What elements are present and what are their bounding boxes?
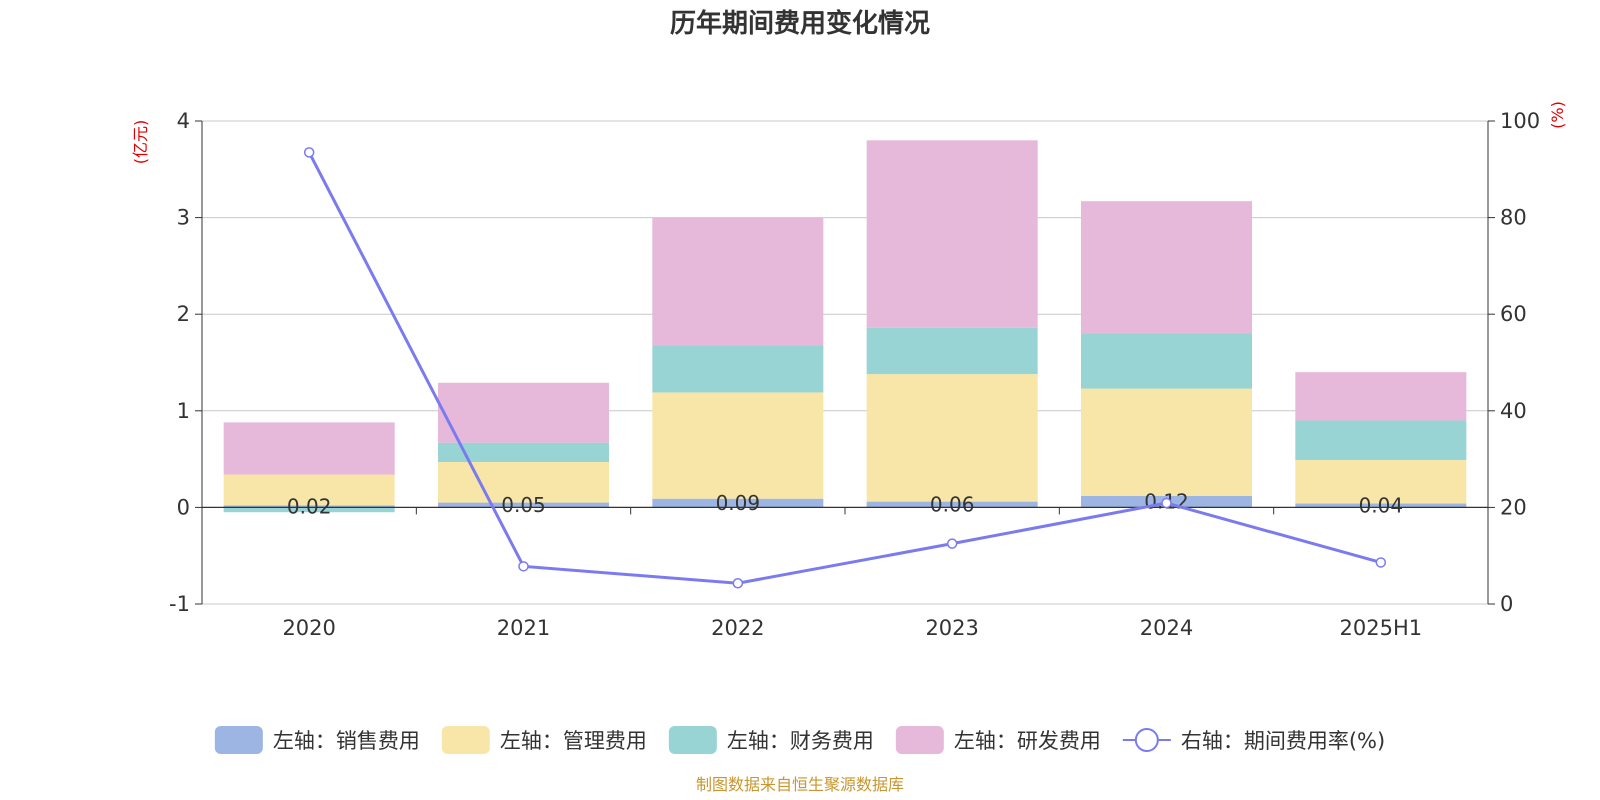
rate-point xyxy=(1161,497,1172,509)
bar-data-label: 0.04 xyxy=(1359,493,1404,517)
legend-item[interactable]: 左轴：财务费用 xyxy=(668,726,874,754)
bar-segment xyxy=(1295,503,1467,508)
chart-title: 历年期间费用变化情况 xyxy=(670,8,930,39)
legend-swatch xyxy=(668,726,717,754)
bar-segment xyxy=(1295,372,1467,421)
legend-label: 左轴：研发费用 xyxy=(954,729,1101,753)
bar-segment xyxy=(438,502,609,508)
bar-segment xyxy=(223,422,395,475)
bar-segment xyxy=(866,140,1038,328)
bar-segment xyxy=(438,382,609,443)
right-tick-label: 40 xyxy=(1500,399,1527,423)
rate-point xyxy=(1375,557,1387,568)
right-tick-label: 60 xyxy=(1500,302,1527,326)
right-tick-label: 20 xyxy=(1500,495,1527,519)
bar-segment xyxy=(223,505,395,508)
rate-point xyxy=(732,577,744,589)
bar-segment xyxy=(866,374,1038,502)
bar-segment xyxy=(1081,333,1252,389)
bar-segment xyxy=(652,217,824,346)
legend-label: 左轴：管理费用 xyxy=(500,729,647,753)
bar-segment xyxy=(652,345,824,393)
bar-segment xyxy=(652,392,824,499)
bar-segment xyxy=(1081,201,1252,334)
right-tick-label: 100 xyxy=(1500,109,1540,133)
legend-item[interactable]: 左轴：研发费用 xyxy=(895,726,1101,754)
bar-segment xyxy=(866,327,1038,375)
rate-line-path xyxy=(307,151,1382,585)
legend: 左轴：销售费用 左轴：管理费用 左轴：财务费用 左轴：研发费用 右轴：期间费用率(%) xyxy=(214,726,1385,754)
right-tick-label: 0 xyxy=(1500,592,1513,616)
left-tick-label: 0 xyxy=(177,495,190,519)
bar-data-label: 0.06 xyxy=(930,493,975,517)
bar-segment xyxy=(438,461,609,503)
bar-segment xyxy=(438,442,609,462)
left-tick-label: 3 xyxy=(177,206,190,230)
left-tick-label: 4 xyxy=(177,109,190,133)
x-tick-label: 2022 xyxy=(711,616,764,640)
bar-data-label: 0.09 xyxy=(716,491,761,515)
legend-marker xyxy=(1134,728,1159,752)
bar-segment xyxy=(223,474,395,506)
bar-segment xyxy=(652,498,824,508)
left-tick-label: -1 xyxy=(169,592,190,616)
rate-point xyxy=(518,561,529,572)
bar-segment xyxy=(223,507,395,513)
legend-swatch xyxy=(214,726,263,754)
legend-label: 左轴：销售费用 xyxy=(273,729,420,753)
x-tick-label: 2024 xyxy=(1140,616,1193,640)
bar-data-label: 0.02 xyxy=(287,494,332,518)
bars xyxy=(223,140,1467,513)
left-axis-label: (亿元) xyxy=(131,120,150,165)
legend-label: 左轴：财务费用 xyxy=(727,729,874,753)
legend-label: 右轴：期间费用率(%) xyxy=(1181,729,1385,753)
source-note: 制图数据来自恒生聚源数据库 xyxy=(696,775,904,794)
bar-segment xyxy=(1295,460,1467,504)
left-tick-label: 1 xyxy=(177,399,190,423)
bar-data-label: 0.05 xyxy=(501,493,546,517)
legend-swatch xyxy=(441,726,490,754)
rate-point xyxy=(303,147,315,158)
bar-segment xyxy=(866,501,1038,508)
legend-item[interactable]: 左轴：销售费用 xyxy=(214,726,420,754)
rate-line xyxy=(303,147,1387,589)
x-tick-label: 2023 xyxy=(925,616,978,640)
bar-segment xyxy=(1081,388,1252,496)
x-tick-label: 2025H1 xyxy=(1340,616,1423,640)
right-tick-label: 80 xyxy=(1500,206,1527,230)
data-labels: 0.020.050.090.060.120.04 xyxy=(287,490,1403,519)
legend-item[interactable]: 右轴：期间费用率(%) xyxy=(1122,728,1385,753)
grid xyxy=(202,120,1488,605)
left-tick-label: 2 xyxy=(177,302,190,326)
legend-swatch xyxy=(895,726,944,754)
bar-segment xyxy=(1295,420,1467,461)
rate-point xyxy=(946,538,958,549)
right-axis-label: (%) xyxy=(1548,101,1567,129)
x-tick-label: 2021 xyxy=(497,616,550,640)
x-tick-label: 2020 xyxy=(282,616,335,640)
legend-item[interactable]: 左轴：管理费用 xyxy=(441,726,647,754)
